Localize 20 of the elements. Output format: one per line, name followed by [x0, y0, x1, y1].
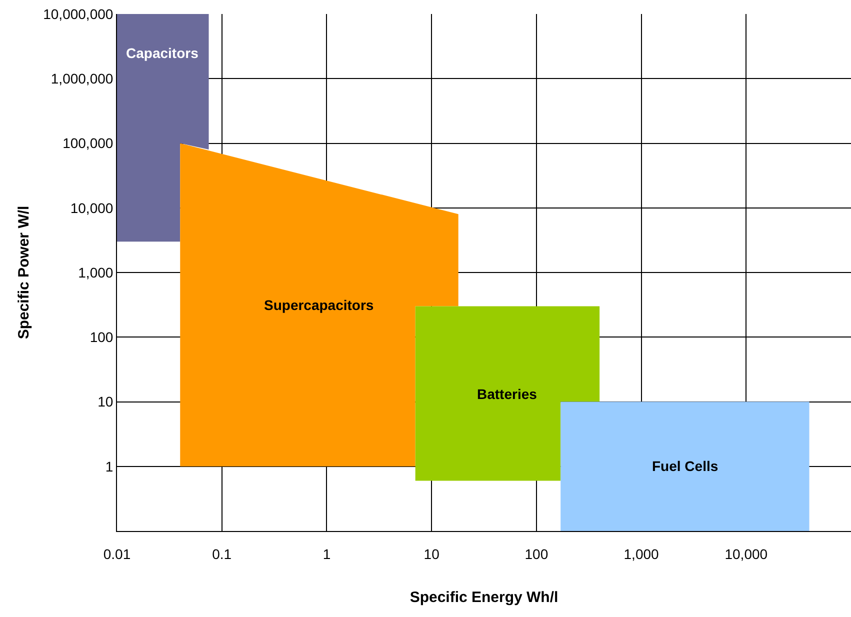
y-tick-label: 100,000 [62, 135, 114, 152]
series-label: Supercapacitors [264, 297, 374, 313]
x-tick-label: 1 [322, 546, 331, 562]
y-tick-label: 1 [105, 458, 114, 474]
x-tick-label: 0.1 [212, 546, 232, 562]
x-axis-title: Specific Energy Wh/l [410, 588, 558, 606]
x-tick-label: 1,000 [624, 546, 660, 562]
series-label: Batteries [477, 386, 538, 402]
x-tick-label: 10 [424, 546, 440, 562]
x-tick-label: 0.01 [103, 546, 131, 562]
y-tick-label: 1,000,000 [50, 70, 114, 87]
y-axis-title: Specific Power W/l [15, 206, 32, 340]
y-tick-label: 10,000 [70, 200, 114, 216]
x-tick-label: 10,000 [724, 546, 768, 562]
series-label: Fuel Cells [652, 458, 718, 474]
y-tick-label: 100 [90, 329, 114, 346]
y-tick-label: 10 [98, 394, 114, 410]
x-tick-label: 100 [524, 546, 548, 562]
y-tick-label: 1,000 [78, 264, 114, 280]
y-tick-label: 10,000,000 [43, 6, 114, 22]
